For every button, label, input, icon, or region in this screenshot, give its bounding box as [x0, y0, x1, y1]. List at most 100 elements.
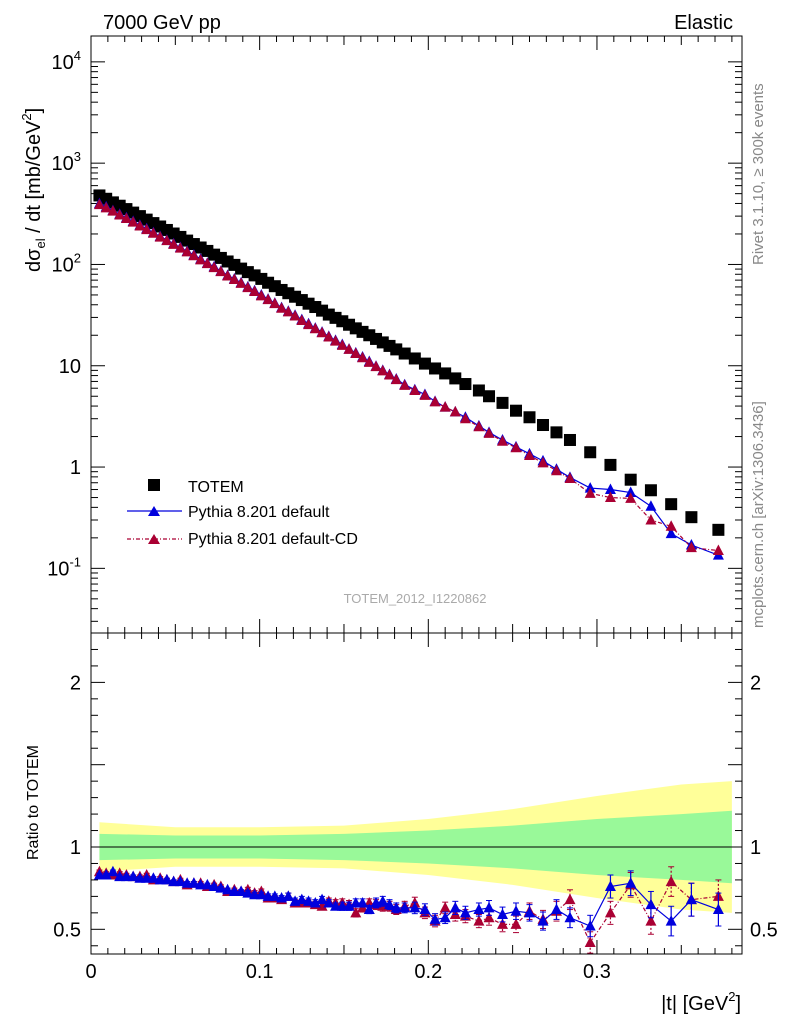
ratio-default-point — [523, 906, 535, 918]
ratio-cd-point — [510, 918, 522, 929]
ratio-default-point — [645, 898, 657, 910]
ratio-cd-point — [473, 915, 485, 926]
data-point-cd — [309, 322, 321, 334]
ratio-default-point — [343, 900, 355, 911]
data-point-cd — [377, 364, 389, 376]
ratio-default-point — [208, 880, 220, 892]
plot-title-left: 7000 GeV pp — [103, 12, 221, 34]
data-point-totem — [221, 255, 234, 268]
x-tick-label: 0.3 — [583, 961, 611, 983]
ratio-cd-point — [584, 936, 596, 947]
ratio-default-point — [377, 895, 389, 906]
data-point-cd — [276, 302, 288, 313]
x-tick-label: 0.2 — [414, 961, 442, 983]
data-point-cd — [316, 326, 328, 338]
ratio-default-point — [215, 882, 227, 893]
data-point-cd — [289, 309, 301, 321]
data-point-cd — [343, 343, 355, 354]
ratio-default-point — [201, 878, 213, 890]
ratio-default-point — [429, 913, 441, 924]
data-point-cd — [93, 198, 105, 210]
ratio-default-point — [242, 887, 254, 898]
data-point-cd — [161, 234, 173, 246]
ratio-default-point — [497, 908, 509, 919]
ratio-default-point — [712, 903, 724, 915]
data-point-totem — [483, 390, 496, 403]
ratio-default-point — [309, 896, 321, 908]
ratio-default-point — [174, 875, 186, 887]
ratio-cd-point — [645, 915, 657, 926]
data-point-totem — [712, 523, 725, 536]
data-point-cd — [370, 360, 382, 372]
mcplots-note: mcplots.cern.ch [arXiv:1306.3436] — [750, 401, 767, 628]
ratio-default-point — [483, 901, 495, 913]
ratio-cd-point — [665, 875, 677, 887]
data-point-cd — [584, 487, 596, 498]
ratio-default-point — [161, 873, 173, 885]
y-tick-label: 102 — [52, 250, 81, 276]
data-point-cd — [409, 384, 421, 395]
data-point-cd — [174, 242, 186, 253]
ratio-default-point — [316, 893, 328, 905]
y-tick-label: 10 — [59, 356, 81, 378]
ratio-default-point — [473, 903, 485, 915]
data-point-cd — [201, 257, 213, 269]
data-point-cd — [564, 472, 576, 484]
data-point-totem — [408, 352, 421, 365]
data-point-cd — [222, 269, 234, 281]
ratio-default-point — [685, 893, 697, 905]
ratio-default-point — [323, 896, 335, 908]
y-tick-label: 10-1 — [47, 554, 81, 580]
data-point-cd — [625, 492, 637, 503]
data-point-totem — [550, 426, 563, 439]
data-point-cd — [685, 541, 697, 553]
data-point-cd — [154, 231, 166, 242]
data-point-cd — [429, 395, 441, 407]
ratio-uncertainty-bands — [91, 781, 742, 913]
data-point-cd — [483, 427, 495, 438]
data-point-totem — [459, 378, 472, 391]
data-point-cd — [357, 351, 369, 363]
data-point-cd — [269, 297, 281, 309]
data-point-cd — [296, 314, 308, 325]
data-point-totem — [255, 272, 268, 285]
data-point-default — [604, 483, 616, 495]
ratio-default-point — [296, 893, 308, 905]
data-point-cd — [510, 441, 522, 453]
data-point-cd — [390, 373, 402, 385]
ratio-default-point — [409, 901, 421, 913]
ratio-default-point — [665, 915, 677, 926]
ratio-default-point — [269, 890, 281, 901]
data-point-cd — [497, 435, 509, 446]
rivet-note: Rivet 3.1.10, ≥ 300k events — [750, 83, 767, 265]
data-point-cd — [249, 285, 261, 297]
data-point-cd — [604, 491, 616, 503]
data-point-totem — [685, 511, 698, 524]
legend-label-cd: Pythia 8.201 default-CD — [188, 531, 358, 548]
legend-marker-cd — [148, 534, 160, 544]
ratio-cd-point — [483, 911, 495, 923]
data-point-cd — [665, 520, 677, 531]
data-point-cd — [228, 273, 240, 285]
data-point-cd — [114, 208, 126, 220]
data-point-default — [645, 500, 657, 511]
data-point-cd — [419, 389, 431, 400]
ratio-cd-point — [350, 906, 362, 918]
data-point-cd — [120, 212, 132, 224]
data-point-totem — [624, 473, 637, 486]
data-point-totem — [127, 206, 140, 219]
data-point-cd — [523, 449, 535, 461]
data-point-cd — [242, 281, 254, 293]
data-point-cd — [215, 265, 227, 277]
data-point-cd — [330, 335, 342, 346]
ratio-default-point — [100, 868, 112, 880]
data-point-totem — [472, 384, 485, 397]
ratio-frame — [90, 632, 743, 955]
main-ticks — [90, 36, 742, 633]
ratio-cd-point — [564, 893, 576, 905]
data-point-cd — [645, 514, 657, 525]
y-tick-label: 1 — [70, 457, 81, 479]
